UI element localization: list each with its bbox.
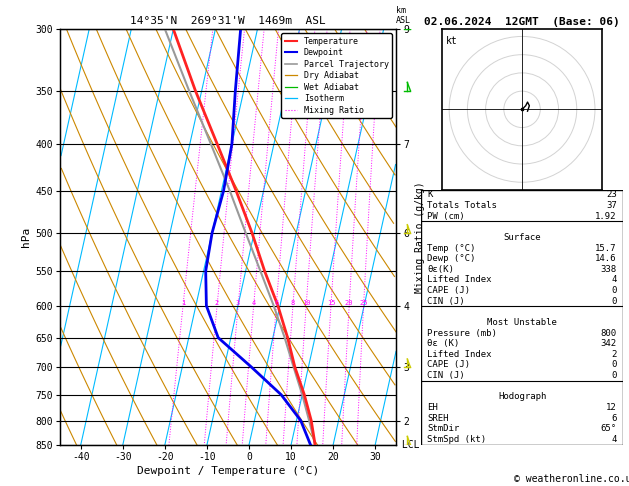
Text: 14.6: 14.6 [595,254,616,263]
Text: Surface: Surface [503,233,541,242]
Text: 37: 37 [606,201,616,210]
Y-axis label: hPa: hPa [21,227,31,247]
Text: 6: 6 [611,414,616,423]
Text: 4: 4 [252,300,256,306]
Text: 10: 10 [302,300,311,306]
Text: 0: 0 [611,371,616,380]
Text: 25: 25 [359,300,368,306]
Text: 15: 15 [326,300,335,306]
Title: 14°35'N  269°31'W  1469m  ASL: 14°35'N 269°31'W 1469m ASL [130,16,326,26]
Text: 20: 20 [345,300,353,306]
Text: Most Unstable: Most Unstable [487,318,557,327]
Text: 8: 8 [291,300,295,306]
Text: 3: 3 [236,300,240,306]
Legend: Temperature, Dewpoint, Parcel Trajectory, Dry Adiabat, Wet Adiabat, Isotherm, Mi: Temperature, Dewpoint, Parcel Trajectory… [281,34,392,118]
Text: 1.92: 1.92 [595,211,616,221]
Text: km
ASL: km ASL [396,6,411,25]
Text: 15.7: 15.7 [595,243,616,253]
Text: © weatheronline.co.uk: © weatheronline.co.uk [514,473,629,484]
Text: 800: 800 [601,329,616,338]
Text: StmDir: StmDir [428,424,460,433]
Text: 4: 4 [611,276,616,284]
Text: Totals Totals: Totals Totals [428,201,498,210]
Text: Hodograph: Hodograph [498,392,546,401]
Text: 4: 4 [611,435,616,444]
Text: Pressure (mb): Pressure (mb) [428,329,498,338]
Text: EH: EH [428,403,438,412]
Text: CAPE (J): CAPE (J) [428,286,470,295]
Text: 6: 6 [274,300,279,306]
Text: 23: 23 [606,191,616,199]
Text: θε(K): θε(K) [428,265,454,274]
Text: SREH: SREH [428,414,449,423]
Y-axis label: Mixing Ratio (g/kg): Mixing Ratio (g/kg) [415,181,425,293]
Text: CIN (J): CIN (J) [428,296,465,306]
X-axis label: Dewpoint / Temperature (°C): Dewpoint / Temperature (°C) [137,466,319,476]
Text: Temp (°C): Temp (°C) [428,243,476,253]
Text: Lifted Index: Lifted Index [428,350,492,359]
Text: Lifted Index: Lifted Index [428,276,492,284]
Text: StmSpd (kt): StmSpd (kt) [428,435,487,444]
Text: K: K [428,191,433,199]
Text: 12: 12 [606,403,616,412]
Text: 0: 0 [611,361,616,369]
Text: LCL: LCL [396,440,420,450]
Text: 1: 1 [181,300,185,306]
Text: kt: kt [445,36,457,47]
Text: CIN (J): CIN (J) [428,371,465,380]
Text: 0: 0 [611,286,616,295]
Text: 2: 2 [215,300,220,306]
Text: 65°: 65° [601,424,616,433]
Text: 2: 2 [611,350,616,359]
Text: 338: 338 [601,265,616,274]
Text: CAPE (J): CAPE (J) [428,361,470,369]
Text: PW (cm): PW (cm) [428,211,465,221]
Text: 0: 0 [611,296,616,306]
Text: 02.06.2024  12GMT  (Base: 06): 02.06.2024 12GMT (Base: 06) [424,17,620,27]
Text: 342: 342 [601,339,616,348]
Text: θε (K): θε (K) [428,339,460,348]
Text: Dewp (°C): Dewp (°C) [428,254,476,263]
